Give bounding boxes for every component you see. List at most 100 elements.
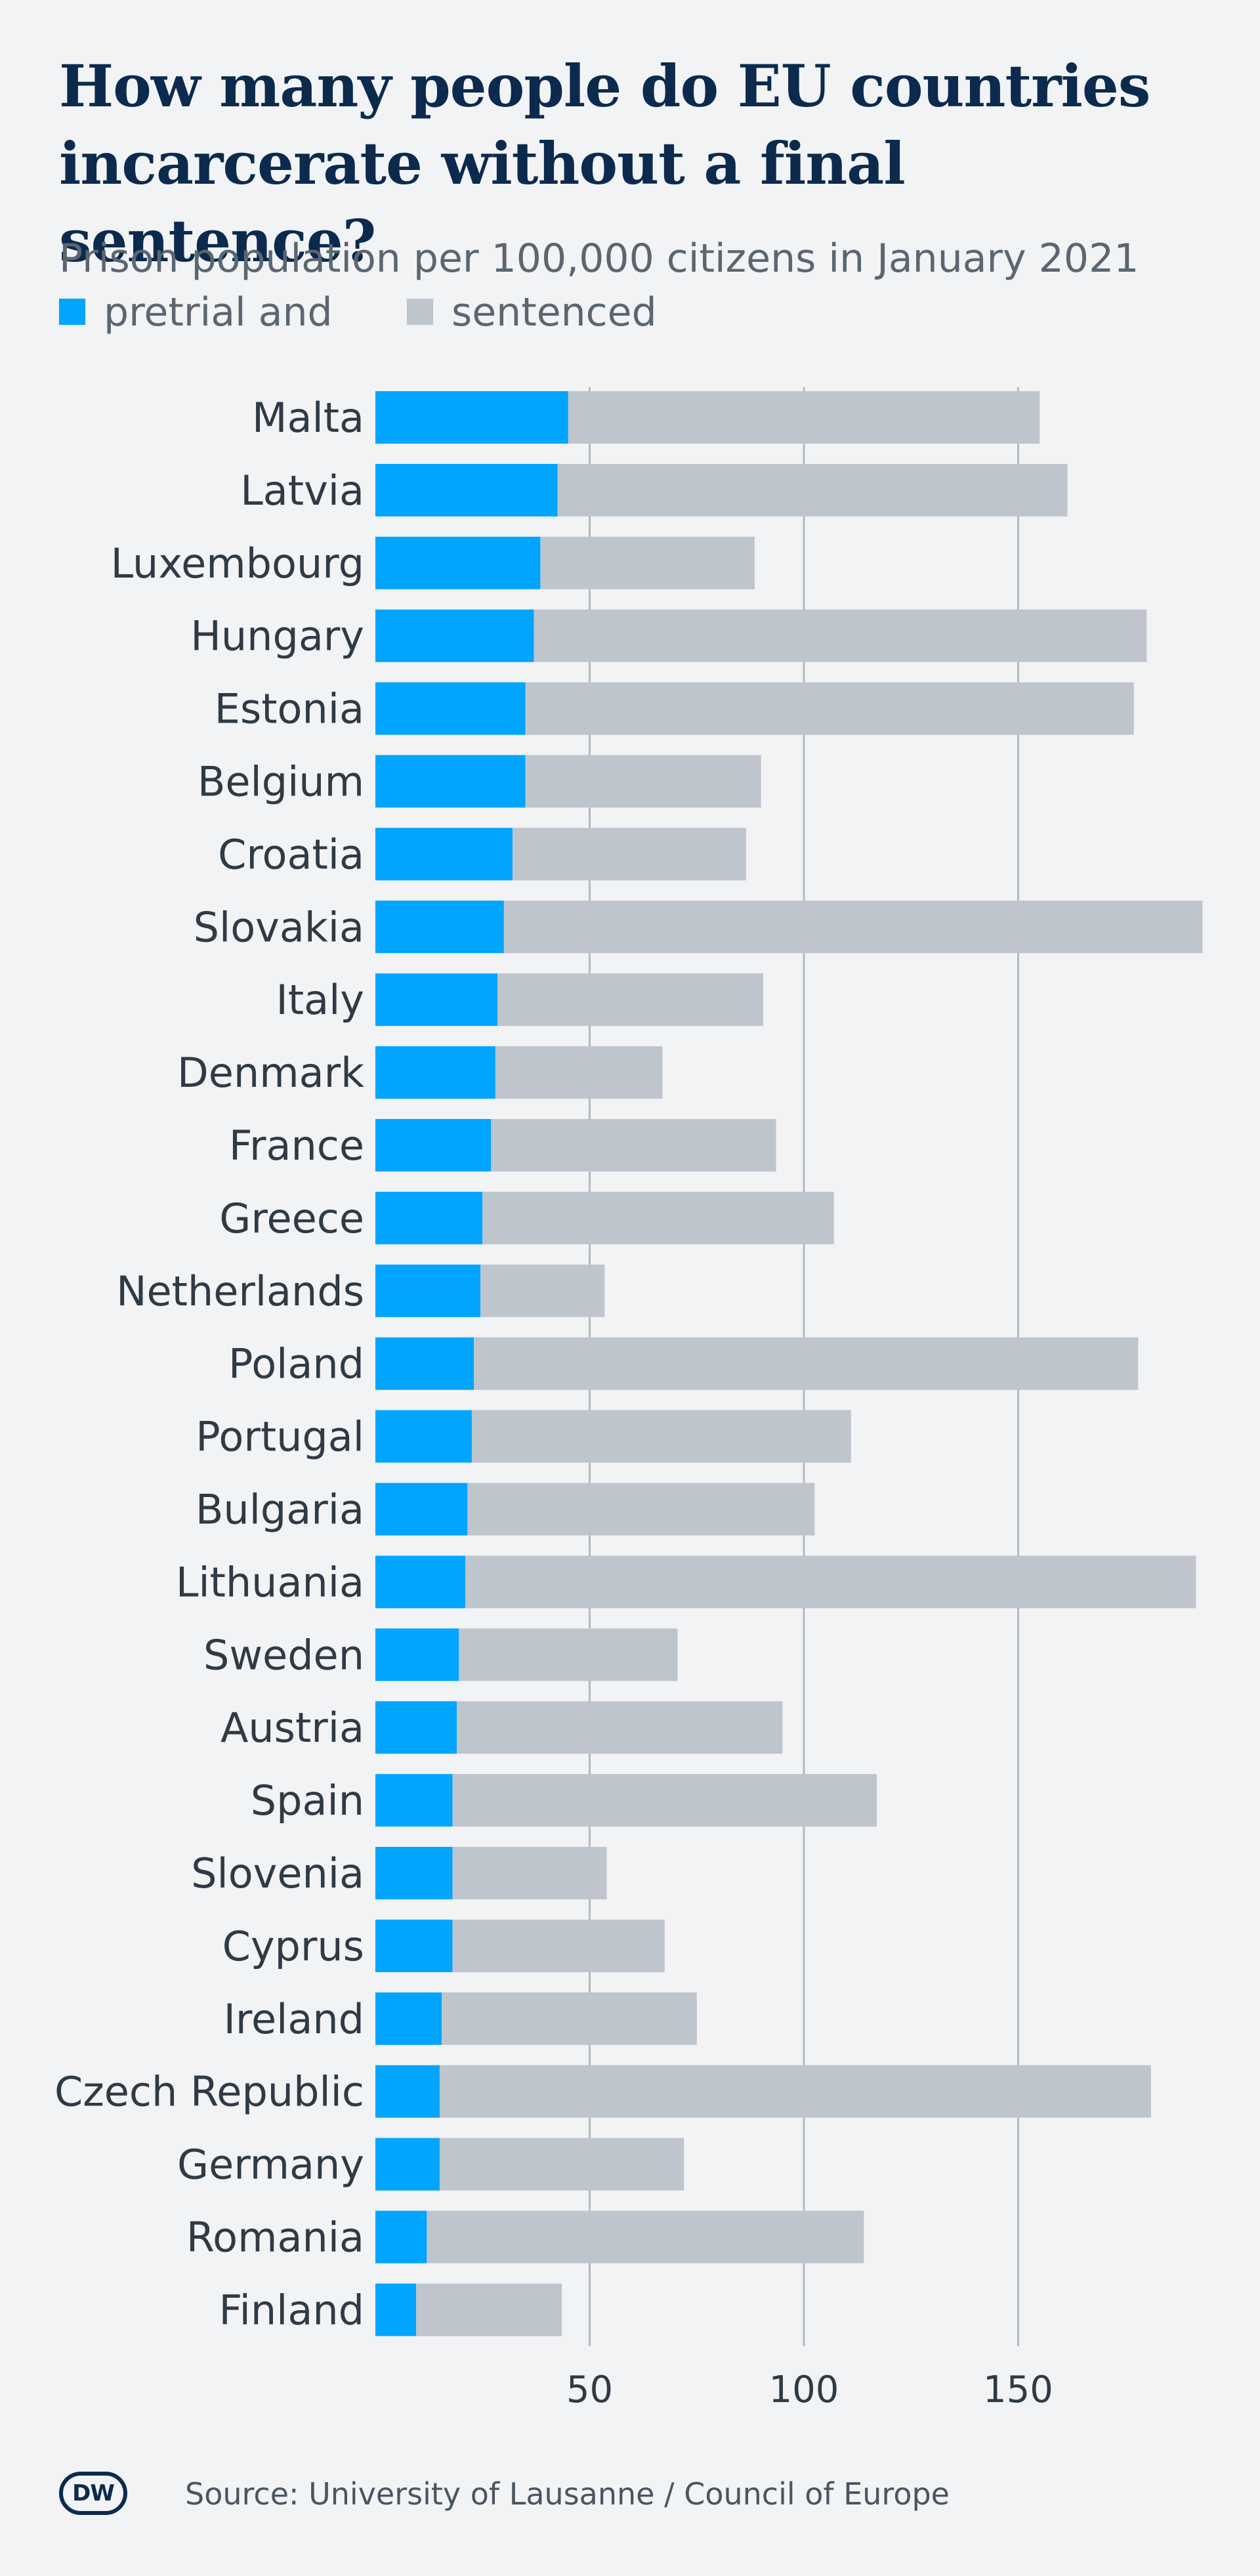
category-label-finland: Finland xyxy=(219,2286,364,2334)
bar-pretrial-slovenia xyxy=(375,1847,453,1899)
chart-title: How many people do EU countries incarcer… xyxy=(59,52,1150,275)
category-label-malta: Malta xyxy=(252,394,364,442)
x-tick-label-50: 50 xyxy=(566,2369,613,2411)
bar-sentenced-slovakia xyxy=(503,900,1203,954)
category-label-austria: Austria xyxy=(220,1704,364,1752)
bar-pretrial-hungary xyxy=(375,609,534,662)
category-label-bulgaria: Bulgaria xyxy=(196,1486,364,1534)
category-label-france: France xyxy=(229,1122,364,1170)
bar-sentenced-sweden xyxy=(459,1628,678,1681)
x-tick-label-100: 100 xyxy=(769,2369,839,2411)
bar-sentenced-estonia xyxy=(525,682,1134,735)
bar-pretrial-estonia xyxy=(375,682,526,735)
category-label-portugal: Portugal xyxy=(196,1413,364,1461)
bar-sentenced-latvia xyxy=(557,463,1068,517)
category-label-ireland: Ireland xyxy=(224,1995,364,2043)
category-label-greece: Greece xyxy=(219,1194,364,1242)
category-label-lithuania: Lithuania xyxy=(176,1558,364,1606)
bar-pretrial-denmark xyxy=(375,1046,495,1099)
bar-pretrial-greece xyxy=(375,1191,483,1244)
chart-subtitle: Prison population per 100,000 citizens i… xyxy=(59,236,1139,282)
bar-sentenced-slovenia xyxy=(452,1847,607,1899)
category-label-denmark: Denmark xyxy=(177,1049,364,1097)
category-label-spain: Spain xyxy=(251,1777,364,1825)
bar-pretrial-belgium xyxy=(375,755,526,808)
bar-pretrial-romania xyxy=(375,2210,427,2264)
category-label-cyprus: Cyprus xyxy=(222,1922,364,1970)
bar-sentenced-bulgaria xyxy=(467,1483,815,1536)
bar-sentenced-austria xyxy=(457,1701,783,1754)
category-label-slovenia: Slovenia xyxy=(191,1849,364,1897)
bars xyxy=(375,391,1203,2336)
bar-pretrial-czech-republic xyxy=(375,2065,440,2118)
bar-sentenced-greece xyxy=(482,1191,834,1244)
legend-item-sentenced: sentenced xyxy=(407,289,657,336)
bar-sentenced-belgium xyxy=(525,755,761,808)
bar-sentenced-italy xyxy=(497,973,763,1026)
x-tick-label-150: 150 xyxy=(983,2369,1053,2411)
bar-sentenced-poland xyxy=(474,1337,1139,1390)
bar-sentenced-lithuania xyxy=(465,1555,1196,1609)
bar-pretrial-croatia xyxy=(375,828,513,881)
bar-sentenced-france xyxy=(491,1119,776,1172)
legend-label-sentenced: sentenced xyxy=(452,289,657,335)
bar-sentenced-malta xyxy=(568,391,1040,444)
bar-pretrial-lithuania xyxy=(375,1555,466,1609)
bar-sentenced-spain xyxy=(452,1774,877,1827)
bar-pretrial-germany xyxy=(375,2138,440,2191)
bar-pretrial-austria xyxy=(375,1701,457,1754)
source-note: Source: University of Lausanne / Council… xyxy=(185,2476,950,2512)
bar-sentenced-czech-republic xyxy=(439,2065,1151,2118)
category-label-sweden: Sweden xyxy=(203,1631,364,1679)
bar-pretrial-luxembourg xyxy=(375,536,541,589)
bar-pretrial-italy xyxy=(375,973,498,1026)
category-labels: Malta Latvia Luxembourg Hungary Estonia Belgi… xyxy=(54,394,364,2334)
bar-sentenced-ireland xyxy=(442,1992,697,2045)
bar-sentenced-romania xyxy=(427,2210,864,2264)
category-label-croatia: Croatia xyxy=(218,830,364,878)
category-label-romania: Romania xyxy=(186,2214,364,2262)
category-label-belgium: Belgium xyxy=(198,758,364,806)
bar-pretrial-poland xyxy=(375,1337,474,1390)
stacked-bar-chart: Malta Latvia Luxembourg Hungary Estonia Belgi… xyxy=(54,387,1203,2411)
category-label-poland: Poland xyxy=(228,1340,364,1388)
legend-swatch-pretrial xyxy=(59,299,85,326)
category-label-germany: Germany xyxy=(177,2141,364,2189)
bar-pretrial-slovakia xyxy=(375,900,504,954)
x-axis-ticks: 50 100 150 xyxy=(566,2369,1053,2411)
bar-pretrial-malta xyxy=(375,391,568,444)
category-label-czech-republic: Czech Republic xyxy=(54,2068,364,2116)
category-label-latvia: Latvia xyxy=(240,467,364,515)
bar-pretrial-sweden xyxy=(375,1628,459,1681)
bar-pretrial-finland xyxy=(375,2283,417,2336)
bar-pretrial-cyprus xyxy=(375,1919,453,1972)
category-label-hungary: Hungary xyxy=(190,612,364,660)
bar-pretrial-bulgaria xyxy=(375,1483,468,1536)
category-label-netherlands: Netherlands xyxy=(116,1267,364,1315)
bar-sentenced-netherlands xyxy=(480,1264,605,1317)
category-label-luxembourg: Luxembourg xyxy=(111,539,364,587)
bar-sentenced-luxembourg xyxy=(540,536,755,589)
footer: DW Source: University of Lausanne / Coun… xyxy=(59,2468,1175,2520)
category-label-estonia: Estonia xyxy=(215,685,364,733)
bar-pretrial-netherlands xyxy=(375,1264,480,1317)
bar-sentenced-cyprus xyxy=(452,1919,665,1972)
bar-pretrial-ireland xyxy=(375,1992,442,2045)
category-label-slovakia: Slovakia xyxy=(194,903,364,951)
bar-pretrial-portugal xyxy=(375,1410,472,1463)
legend: pretrial and sentenced xyxy=(59,289,1043,336)
bar-sentenced-finland xyxy=(416,2283,562,2336)
bar-sentenced-denmark xyxy=(495,1046,663,1099)
bar-sentenced-hungary xyxy=(534,609,1147,662)
category-label-italy: Italy xyxy=(276,976,364,1024)
dw-logo: DW xyxy=(59,2472,127,2515)
bar-sentenced-croatia xyxy=(512,828,746,881)
legend-item-pretrial: pretrial and xyxy=(59,289,333,336)
legend-label-pretrial: pretrial and xyxy=(104,289,333,335)
bar-pretrial-france xyxy=(375,1119,492,1172)
bar-pretrial-latvia xyxy=(375,463,558,517)
bar-pretrial-spain xyxy=(375,1774,453,1827)
legend-swatch-sentenced xyxy=(407,299,433,326)
bar-sentenced-portugal xyxy=(471,1410,851,1463)
bar-sentenced-germany xyxy=(439,2138,684,2191)
